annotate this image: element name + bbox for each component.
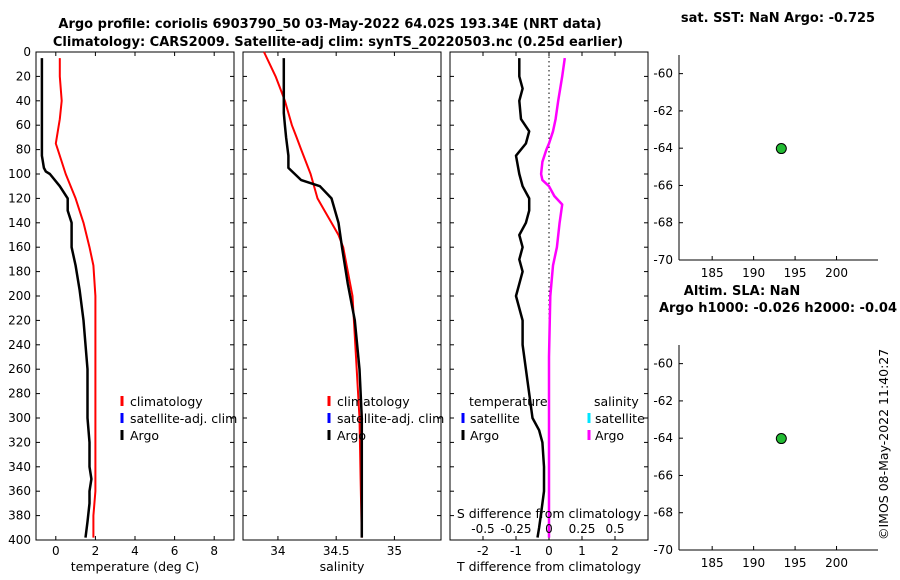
y-tick-label: -66	[653, 178, 673, 192]
legend-label: salinity	[594, 394, 639, 409]
y-tick-label: 280	[8, 387, 31, 401]
argo-position-marker	[775, 143, 787, 155]
y-tick-label: 200	[8, 289, 31, 303]
x-tick-label: 190	[742, 556, 765, 570]
series-line-s-diff-argo	[539, 57, 567, 538]
legend-label: climatology	[337, 394, 410, 409]
y-tick-label: -62	[653, 394, 673, 408]
y-tick-label: 100	[8, 167, 31, 181]
y-tick-label: -70	[653, 543, 673, 557]
sla-map-title-line1: Altim. SLA: NaN	[684, 284, 800, 299]
y-tick-label: -64	[653, 141, 673, 155]
x-tick-label: 195	[784, 266, 807, 280]
y-tick-label: -68	[653, 216, 673, 230]
series-line-t-diff-argo	[514, 58, 546, 538]
y-tick-label: -64	[653, 431, 673, 445]
y-tick-label: 340	[8, 460, 31, 474]
s-diff-tick-label: -0.5	[471, 522, 494, 536]
y-tick-label: 380	[8, 509, 31, 523]
sst-map-panel: -60 -62 -64 -66 -68 -70 185 190 195 200	[653, 55, 878, 280]
legend-label: satellite-adj. clim	[337, 411, 444, 426]
sst-map-title: sat. SST: NaN Argo: -0.725	[681, 11, 875, 26]
y-tick-label: -70	[653, 253, 673, 267]
x-tick-label: 34.5	[323, 544, 350, 558]
copyright-label: ©IMOS 08-May-2022 11:40:27	[876, 349, 891, 540]
x-tick-label: 6	[171, 544, 179, 558]
y-tick-label: 40	[16, 94, 31, 108]
legend-label: Argo	[595, 428, 624, 443]
plot-frame	[35, 51, 235, 541]
y-tick-label: 320	[8, 435, 31, 449]
x-tick-label: 200	[825, 556, 848, 570]
y-tick-label: 60	[16, 118, 31, 132]
s-diff-tick-label: 0.5	[605, 522, 624, 536]
salinity-panel: 34 34.5 35 climatology satellite-adj. clim Ar…	[242, 51, 444, 558]
y-tick-label: -60	[653, 67, 673, 81]
y-tick-label: -66	[653, 468, 673, 482]
x-tick-label: -2	[477, 544, 489, 558]
series-line-climatology	[263, 51, 363, 538]
series-line-argo	[40, 58, 93, 538]
x-tick-label: 2	[611, 544, 619, 558]
y-tick-label: 180	[8, 265, 31, 279]
y-tick-label: 0	[23, 45, 31, 59]
x-tick-label: 0	[52, 544, 60, 558]
y-tick-label: 120	[8, 191, 31, 205]
y-tick-label: 400	[8, 533, 31, 547]
x-tick-label: 190	[742, 266, 765, 280]
y-tick-label: 240	[8, 338, 31, 352]
figure-title-line2: Climatology: CARS2009. Satellite-adj cli…	[53, 35, 623, 50]
x-tick-label: 8	[210, 544, 218, 558]
y-tick-label: 140	[8, 216, 31, 230]
temperature-xlabel: temperature (deg C)	[71, 559, 200, 574]
x-tick-label: 2	[92, 544, 100, 558]
s-diff-tick-label: 0.25	[569, 522, 596, 536]
x-tick-label: 195	[784, 556, 807, 570]
y-tick-label: 360	[8, 484, 31, 498]
legend-label: temperature	[469, 394, 548, 409]
t-difference-xlabel: T difference from climatology	[456, 559, 642, 574]
y-tick-label: 300	[8, 411, 31, 425]
x-tick-label: 0	[545, 544, 553, 558]
legend-label: climatology	[130, 394, 203, 409]
x-tick-label: 34	[270, 544, 285, 558]
legend-label: satellite-adj. clim	[130, 411, 237, 426]
sla-map-panel: -60 -62 -64 -66 -68 -70 185 190 195 200	[653, 345, 878, 570]
y-tick-label: 80	[16, 143, 31, 157]
s-difference-xlabel: S difference from climatology	[457, 506, 642, 521]
x-tick-label: 1	[578, 544, 586, 558]
y-tick-label: -68	[653, 506, 673, 520]
y-tick-label: 20	[16, 69, 31, 83]
y-tick-label: -62	[653, 104, 673, 118]
y-tick-label: 260	[8, 362, 31, 376]
x-tick-label: -1	[510, 544, 522, 558]
legend-label: Argo	[337, 428, 366, 443]
sla-map-title-line2: Argo h1000: -0.026 h2000: -0.04	[659, 301, 897, 316]
figure-title-line1: Argo profile: coriolis 6903790_50 03-May…	[58, 17, 601, 32]
y-tick-label: -60	[653, 357, 673, 371]
x-tick-label: 35	[387, 544, 402, 558]
series-line-argo	[282, 58, 364, 538]
temperature-panel: 0204060801001201401601802002202402602803…	[8, 45, 237, 558]
series-line-climatology	[54, 58, 97, 538]
y-tick-label: 220	[8, 313, 31, 327]
legend-label: Argo	[130, 428, 159, 443]
legend-label: Argo	[470, 428, 499, 443]
legend-label: satellite	[470, 411, 520, 426]
s-diff-tick-label: 0	[545, 522, 553, 536]
argo-position-marker	[775, 433, 787, 445]
y-tick-label: 160	[8, 240, 31, 254]
difference-panel: -2 -1 0 1 2 -0.5 -0.25 0 0.25 0.5 temperature satel…	[449, 51, 649, 558]
salinity-xlabel: salinity	[320, 559, 365, 574]
x-tick-label: 4	[131, 544, 139, 558]
plot-frame	[242, 51, 442, 541]
x-tick-label: 185	[701, 556, 724, 570]
x-tick-label: 200	[825, 266, 848, 280]
x-tick-label: 185	[701, 266, 724, 280]
legend-label: satellite	[595, 411, 645, 426]
s-diff-tick-label: -0.25	[500, 522, 531, 536]
